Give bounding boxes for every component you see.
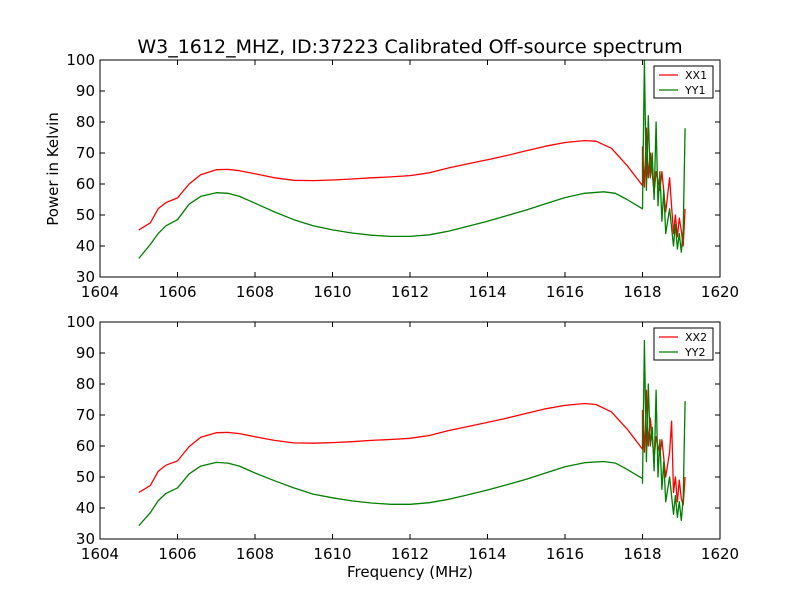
x-tick-label: 1614 — [468, 283, 506, 301]
x-tick-label: 1606 — [158, 283, 196, 301]
legend-label-xx2: XX2 — [685, 331, 707, 344]
y-tick-label: 90 — [76, 82, 95, 100]
y-tick-label: 30 — [76, 530, 95, 548]
y-tick-label: 90 — [76, 344, 95, 362]
y-tick-label: 70 — [76, 406, 95, 424]
y-tick-label: 40 — [76, 237, 95, 255]
x-tick-label: 1604 — [81, 283, 119, 301]
legend-box — [653, 327, 714, 361]
y-tick-label: 100 — [66, 51, 95, 69]
series-line-yy1 — [138, 59, 686, 259]
x-tick-label: 1620 — [701, 283, 739, 301]
y-tick-label: 60 — [76, 175, 95, 193]
x-tick-label: 1612 — [391, 545, 429, 563]
x-tick-label: 1616 — [546, 545, 584, 563]
y-tick-label: 60 — [76, 437, 95, 455]
y-axis-label: Power in Kelvin — [44, 112, 62, 226]
series-line-xx2 — [138, 389, 686, 506]
legend-label-yy1: YY1 — [684, 84, 705, 97]
x-tick-label: 1612 — [391, 283, 429, 301]
x-tick-label: 1618 — [623, 283, 661, 301]
chart-title: W3_1612_MHZ, ID:37223 Calibrated Off-sou… — [137, 36, 682, 58]
x-tick-label: 1618 — [623, 545, 661, 563]
x-tick-label: 1610 — [313, 283, 351, 301]
y-tick-label: 50 — [76, 468, 95, 486]
x-tick-label: 1610 — [313, 545, 351, 563]
y-tick-label: 70 — [76, 144, 95, 162]
x-tick-label: 1614 — [468, 545, 506, 563]
x-axis-label: Frequency (MHz) — [347, 563, 473, 581]
x-tick-label: 1620 — [701, 545, 739, 563]
x-tick-label: 1604 — [81, 545, 119, 563]
top-panel: 1604 1606 1608 1610 1612 1614 1616 1618 1620 30 40… — [66, 51, 739, 301]
x-tick-label: 1608 — [236, 545, 274, 563]
y-tick-label: 40 — [76, 499, 95, 517]
y-tick-label: 50 — [76, 206, 95, 224]
x-tick-label: 1606 — [158, 545, 196, 563]
y-tick-label: 80 — [76, 113, 95, 131]
legend-label-yy2: YY2 — [684, 346, 705, 359]
x-tick-label: 1608 — [236, 283, 274, 301]
y-tick-label: 30 — [76, 268, 95, 286]
x-tick-label: 1616 — [546, 283, 584, 301]
legend-box — [653, 65, 714, 99]
legend-label-xx1: XX1 — [685, 69, 707, 82]
y-tick-label: 80 — [76, 375, 95, 393]
y-tick-label: 100 — [66, 313, 95, 331]
series-line-yy2 — [138, 339, 686, 527]
axes-frame — [99, 321, 721, 540]
series-line-xx1 — [138, 127, 686, 247]
bottom-panel: 1604 1606 1608 1610 1612 1614 1616 1618 1620 30 40… — [66, 313, 739, 563]
axes-frame — [99, 59, 721, 278]
